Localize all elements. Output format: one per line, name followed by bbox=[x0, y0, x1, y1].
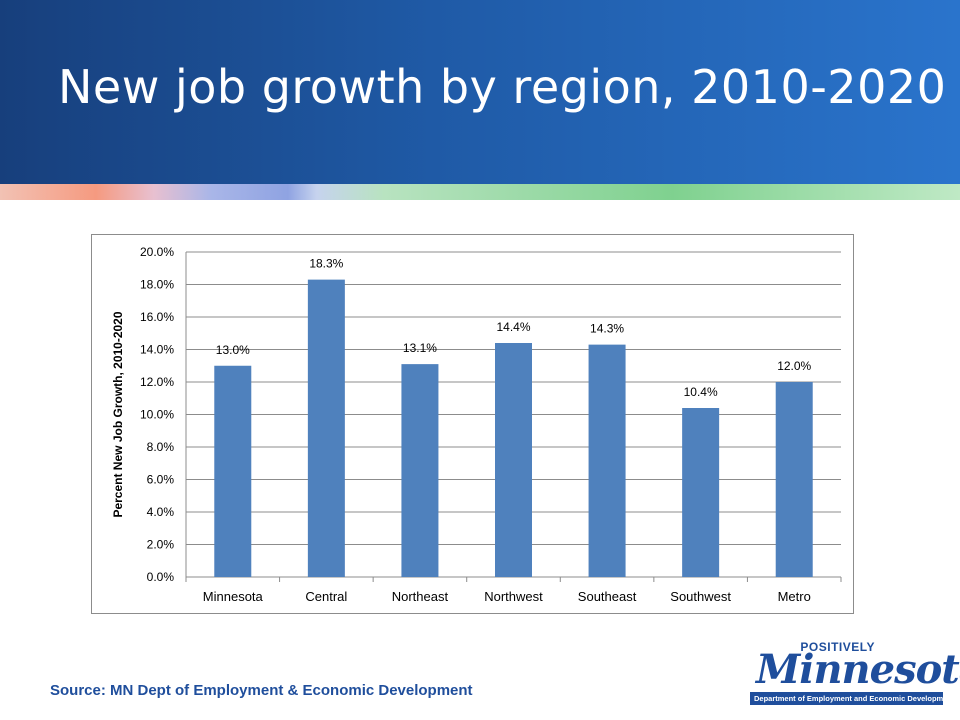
data-label: 13.0% bbox=[216, 343, 250, 357]
bar bbox=[588, 344, 626, 577]
y-tick-label: 0.0% bbox=[147, 570, 175, 584]
data-label: 10.4% bbox=[684, 385, 718, 399]
slide-title: New job growth by region, 2010-2020 bbox=[58, 60, 947, 114]
y-tick-label: 16.0% bbox=[140, 310, 174, 324]
source-note: Source: MN Dept of Employment & Economic… bbox=[50, 682, 473, 699]
y-tick-label: 4.0% bbox=[147, 505, 175, 519]
decorative-stripe bbox=[0, 184, 960, 200]
x-tick-label: Southwest bbox=[670, 589, 731, 604]
x-tick-label: Northeast bbox=[392, 589, 449, 604]
data-label: 18.3% bbox=[309, 257, 343, 271]
x-tick-label: Minnesota bbox=[203, 589, 264, 604]
bar bbox=[214, 365, 252, 577]
data-label: 14.3% bbox=[590, 322, 624, 336]
y-tick-label: 12.0% bbox=[140, 375, 174, 389]
bar bbox=[682, 408, 720, 577]
y-tick-label: 2.0% bbox=[147, 538, 175, 552]
bar bbox=[775, 382, 813, 577]
x-tick-label: Central bbox=[305, 589, 347, 604]
y-tick-label: 8.0% bbox=[147, 440, 175, 454]
x-tick-label: Southeast bbox=[578, 589, 637, 604]
x-tick-label: Northwest bbox=[484, 589, 543, 604]
bar-chart: 0.0% 2.0% 4.0% 6.0% 8.0% 10.0% 12.0% 14.0% 16.0%… bbox=[91, 234, 854, 614]
data-label: 12.0% bbox=[777, 359, 811, 373]
y-axis-label: Percent New Job Growth, 2010-2020 bbox=[111, 311, 125, 517]
slide-header: New job growth by region, 2010-2020 bbox=[0, 0, 960, 184]
data-label: 14.4% bbox=[496, 320, 530, 334]
logo-wordmark: Minnesota bbox=[756, 646, 960, 693]
y-tick-label: 14.0% bbox=[140, 343, 174, 357]
logo-department: Department of Employment and Economic De… bbox=[754, 694, 955, 703]
bar bbox=[401, 364, 439, 577]
x-tick-label: Metro bbox=[778, 589, 811, 604]
logo-positively: POSITIVELY bbox=[800, 640, 875, 654]
data-label: 13.1% bbox=[403, 341, 437, 355]
y-tick-label: 10.0% bbox=[140, 408, 174, 422]
y-tick-label: 6.0% bbox=[147, 473, 175, 487]
logo-bar bbox=[750, 692, 943, 705]
bar bbox=[495, 343, 532, 577]
chart-svg: 0.0% 2.0% 4.0% 6.0% 8.0% 10.0% 12.0% 14.0% 16.0%… bbox=[111, 245, 842, 604]
y-tick-label: 20.0% bbox=[140, 245, 174, 259]
positively-minnesota-logo: POSITIVELY Minnesota Department of Emplo… bbox=[750, 640, 960, 710]
bar bbox=[307, 279, 345, 577]
y-tick-label: 18.0% bbox=[140, 278, 174, 292]
